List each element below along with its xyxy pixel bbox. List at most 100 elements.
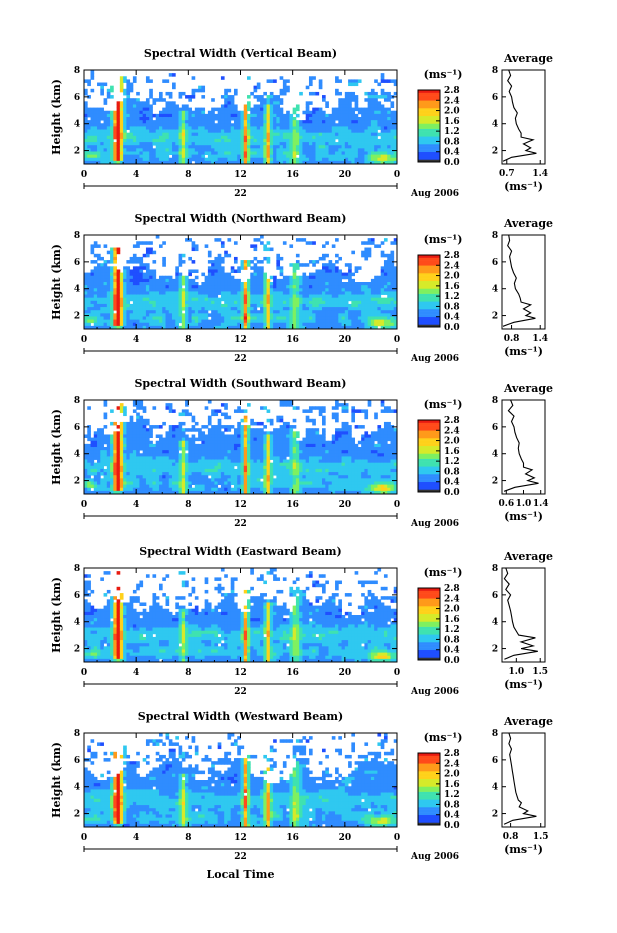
heatmap-cell <box>227 323 231 327</box>
heatmap-cell <box>139 130 143 134</box>
heatmap-cell <box>302 155 306 159</box>
heatmap-cell <box>387 151 391 155</box>
heatmap-cell <box>250 139 254 143</box>
heatmap-cell <box>107 298 111 302</box>
heatmap-cell <box>162 145 166 149</box>
heatmap-cell <box>377 126 381 130</box>
heatmap-cell <box>345 151 349 155</box>
heatmap-cell <box>280 320 284 324</box>
heatmap-cell <box>152 139 156 143</box>
heatmap-cell <box>221 120 225 124</box>
heatmap-cell <box>162 279 166 283</box>
heatmap-cell <box>381 104 385 108</box>
heatmap-cell <box>136 431 140 435</box>
heatmap-cell <box>146 320 150 324</box>
heatmap-cell <box>126 285 130 289</box>
heatmap-cell <box>218 158 222 162</box>
heatmap-cell <box>263 145 267 149</box>
heatmap-cell <box>143 263 147 267</box>
heatmap-cell <box>371 320 375 324</box>
heatmap-cell <box>322 269 326 273</box>
heatmap-cell <box>91 248 95 252</box>
heatmap-cell <box>299 288 303 292</box>
heatmap-cell <box>345 130 349 134</box>
heatmap-cell <box>104 276 108 280</box>
colorbar-swatch <box>418 319 440 322</box>
heatmap-cell <box>218 298 222 302</box>
heatmap-cell <box>104 298 108 302</box>
heatmap-cell <box>117 488 121 492</box>
heatmap-cell <box>201 425 205 429</box>
heatmap-cell <box>208 126 212 130</box>
heatmap-cell <box>348 291 352 295</box>
heatmap-cell <box>355 142 359 146</box>
heatmap-cell <box>296 291 300 295</box>
heatmap-cell <box>117 108 121 112</box>
heatmap-cell <box>166 295 170 299</box>
heatmap-cell <box>257 260 261 264</box>
heatmap-cell <box>208 282 212 286</box>
heatmap-cell <box>250 298 254 302</box>
heatmap-cell <box>387 126 391 130</box>
heatmap-cell <box>371 133 375 137</box>
heatmap-cell <box>221 148 225 152</box>
heatmap-cell <box>113 460 117 464</box>
heatmap-cell <box>280 139 284 143</box>
heatmap-cell <box>91 133 95 137</box>
heatmap-cell <box>276 266 280 270</box>
heatmap-cell <box>143 316 147 320</box>
heatmap-cell <box>113 456 117 460</box>
heatmap-cell <box>267 111 271 115</box>
heatmap-cell <box>136 481 140 485</box>
heatmap-cell <box>123 279 127 283</box>
heatmap-cell <box>224 92 228 96</box>
heatmap-cell <box>91 89 95 93</box>
heatmap-cell <box>139 320 143 324</box>
heatmap-cell <box>241 111 245 115</box>
heatmap-cell <box>250 92 254 96</box>
heatmap-cell <box>159 425 163 429</box>
heatmap-cell <box>198 323 202 327</box>
heatmap-cell <box>117 438 121 442</box>
heatmap-cell <box>283 298 287 302</box>
heatmap-cell <box>325 276 329 280</box>
heatmap-cell <box>234 282 238 286</box>
heatmap-cell <box>110 460 114 464</box>
heatmap-cell <box>342 104 346 108</box>
heatmap-cell <box>390 316 394 320</box>
y-tick-label: 8 <box>74 231 80 241</box>
colorbar-tick-label: 2.8 <box>444 251 460 261</box>
heatmap-cell <box>329 282 333 286</box>
heatmap-cell <box>107 478 111 482</box>
colorbar-tick-label: 0.8 <box>444 137 460 147</box>
heatmap-cell <box>136 117 140 121</box>
heatmap-cell <box>126 447 130 451</box>
heatmap-cell <box>139 123 143 127</box>
heatmap-cell <box>149 158 153 162</box>
heatmap-cell <box>188 428 192 432</box>
heatmap-cell <box>169 111 173 115</box>
heatmap-cell <box>377 298 381 302</box>
heatmap-cell <box>377 148 381 152</box>
heatmap-cell <box>387 291 391 295</box>
heatmap-cell <box>201 86 205 90</box>
heatmap-cell <box>368 304 372 308</box>
heatmap-cell <box>329 114 333 118</box>
heatmap-cell <box>368 139 372 143</box>
heatmap-cell <box>133 117 137 121</box>
heatmap-cell <box>156 466 160 470</box>
heatmap-cell <box>146 133 150 137</box>
heatmap-cell <box>377 95 381 99</box>
heatmap-cell <box>146 269 150 273</box>
heatmap-cell <box>387 130 391 134</box>
heatmap-cell <box>368 130 372 134</box>
heatmap-cell <box>224 123 228 127</box>
heatmap-cell <box>104 463 108 467</box>
heatmap-cell <box>368 254 372 258</box>
heatmap-cell <box>387 298 391 302</box>
heatmap-cell <box>201 111 205 115</box>
heatmap-cell <box>146 155 150 159</box>
heatmap-cell <box>387 108 391 112</box>
heatmap-cell <box>355 298 359 302</box>
heatmap-cell <box>113 291 117 295</box>
